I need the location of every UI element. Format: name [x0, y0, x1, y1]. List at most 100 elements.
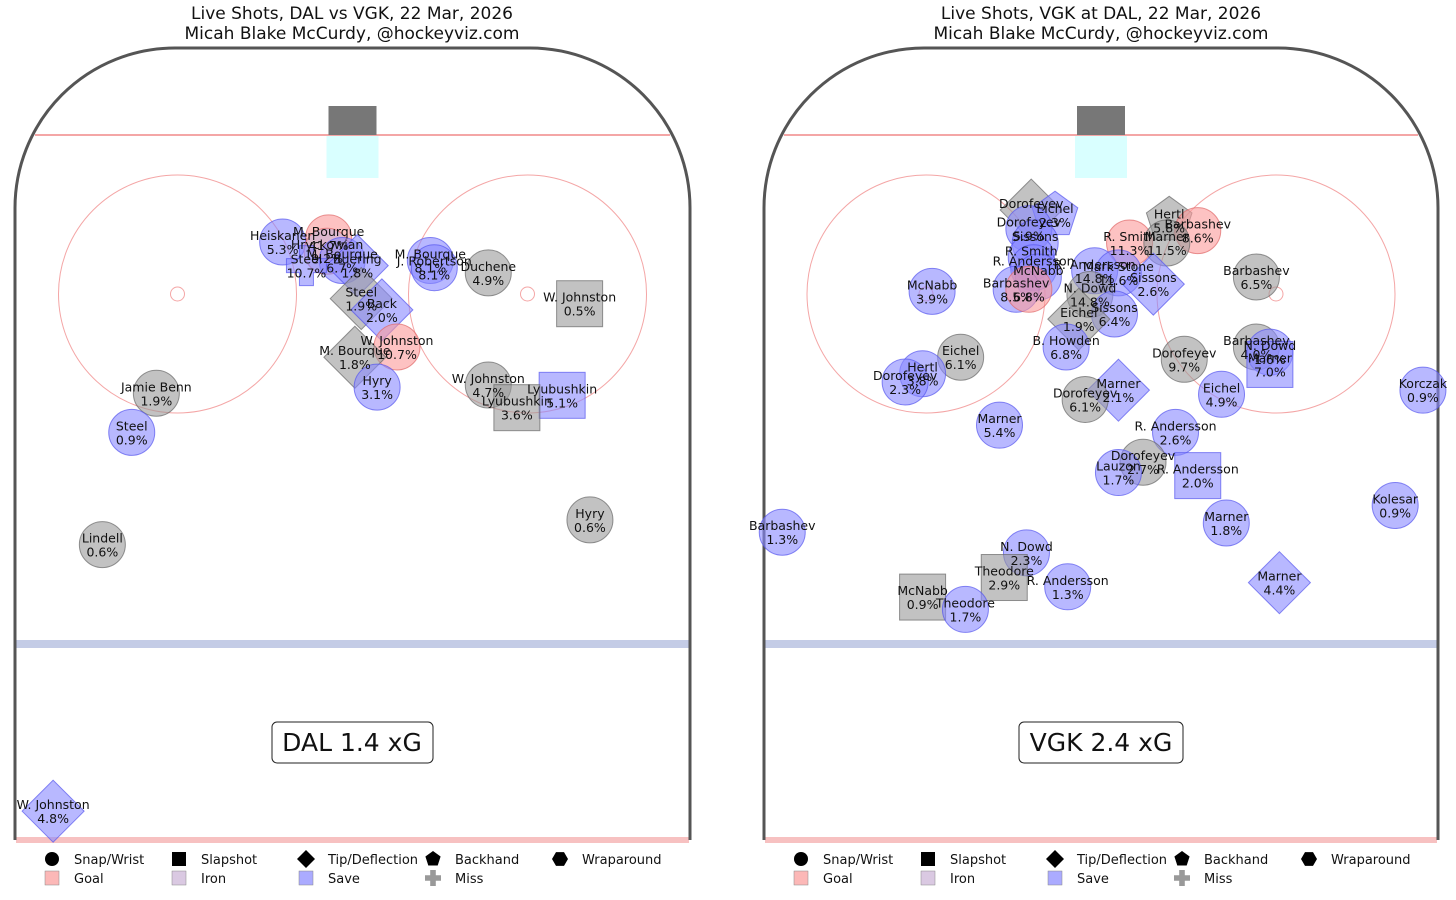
right-chart-subtitle: Micah Blake McCurdy, @hockeyviz.com: [934, 24, 1269, 44]
legend-goal-icon: [44, 870, 60, 886]
shot-player-label: W. Johnston: [452, 371, 525, 386]
shot-xg-label: 14.8%: [1075, 271, 1115, 286]
shot-player-label: Sissons: [1012, 229, 1059, 244]
shot-player-label: R. Andersson: [993, 254, 1075, 269]
shot-player-label: J. Robertson: [396, 254, 472, 269]
shot-player-label: Dorofeyev: [873, 368, 938, 383]
shot-player-label: Barbashev: [749, 518, 816, 533]
shot-player-label: Heiskanen: [250, 228, 315, 243]
shot-player-label: Lauzon: [1096, 459, 1141, 474]
shot-xg-label: 10.7%: [287, 266, 327, 281]
shot-xg-label: 1.6%: [1254, 352, 1286, 367]
shot-xg-label: 0.6%: [86, 545, 118, 560]
shot-player-label: N. Dowd: [1064, 280, 1117, 295]
shot-xg-label: 3.1%: [361, 387, 393, 402]
shot-player-label: Marner: [1257, 569, 1302, 584]
goal-crease: [326, 136, 379, 178]
shot-player-label: Marner: [1204, 509, 1249, 524]
shot-xg-label: 2.7%: [1127, 462, 1159, 477]
shot-xg-label: 9.7%: [1168, 359, 1200, 374]
shot-marker: [908, 267, 956, 315]
shot-xg-label: 11.6%: [1099, 273, 1139, 288]
shot-player-label: Hyry: [362, 373, 392, 388]
shot-player-label: Eichel: [1036, 201, 1073, 216]
shot-xg-label: 6.1%: [1069, 399, 1101, 414]
shot-xg-label: 2.6%: [1137, 284, 1169, 299]
shot-player-label: R. Andersson: [1054, 257, 1136, 272]
left-legend: Snap/Wrist Slapshot Tip/Deflection Backhand…: [44, 850, 662, 887]
shot-marker: [976, 401, 1024, 449]
hexagon-icon: [552, 852, 568, 866]
shot-xg-label: 6.1%: [945, 357, 977, 372]
shot-player-label: B. Howden: [1032, 333, 1099, 348]
left-rink: [13, 46, 692, 843]
shot-xg-label: 2.6%: [1160, 432, 1192, 447]
shot-marker: [1042, 323, 1090, 371]
shot-xg-label: 8.1%: [418, 268, 450, 283]
shot-player-label: M. Bourque: [319, 343, 391, 358]
shot-xg-label: 0.5%: [564, 304, 596, 319]
legend-shot-type-label: Wraparound: [582, 853, 662, 868]
shot-xg-label: 2.0%: [366, 310, 398, 325]
left-chart-subtitle: Micah Blake McCurdy, @hockeyviz.com: [185, 24, 520, 44]
shot-player-label: Lyubushkin: [482, 394, 552, 409]
shot-xg-label: 4.9%: [472, 273, 504, 288]
shot-player-label: Back: [367, 296, 398, 311]
right-xg-badge: VGK 2.4 xG: [1030, 728, 1173, 757]
shot-player-label: McNabb: [1013, 263, 1064, 278]
shot-marker: [1399, 366, 1447, 414]
shot-xg-label: 7.0%: [1254, 364, 1286, 379]
shot-player-label: Theodore: [935, 595, 995, 610]
shot-xg-label: 4.4%: [1264, 583, 1296, 598]
shot-player-label: Theodore: [974, 564, 1034, 579]
legend-outcome-label: Iron: [201, 872, 226, 887]
shot-player-label: Hryckowian: [291, 237, 364, 252]
left-shot-markers: [21, 214, 614, 843]
shot-player-label: Steel: [116, 418, 148, 433]
shot-player-label: Eichel: [942, 343, 979, 358]
shot-player-label: Barbashev: [983, 275, 1050, 290]
left-panel: Live Shots, DAL vs VGK, 22 Mar, 2026 Mic…: [13, 4, 692, 887]
left-xg-badge: DAL 1.4 xG: [282, 728, 422, 757]
square-icon: [172, 852, 186, 866]
shot-player-label: M. Bourque: [395, 246, 467, 261]
shot-player-label: R. Andersson: [1135, 418, 1217, 433]
shot-player-label: W. Johnston: [360, 333, 433, 348]
shot-player-label: Lindell: [82, 531, 123, 546]
shot-player-label: Dorofeyev: [1152, 345, 1217, 360]
shot-marker: [285, 245, 327, 287]
shot-xg-label: 10.7%: [377, 347, 417, 362]
legend-outcome-label: Iron: [950, 872, 975, 887]
shot-marker: [493, 384, 541, 432]
legend-outcome-label: Miss: [455, 872, 484, 887]
shot-xg-label: 1.8%: [339, 357, 371, 372]
shot-xg-label: 2.3%: [1011, 553, 1043, 568]
legend-iron-icon: [920, 870, 936, 886]
shot-player-label: Kolesar: [1372, 491, 1419, 506]
shot-xg-label: 5.3%: [267, 242, 299, 257]
shot-player-label: M. Bourque: [306, 246, 378, 261]
shot-xg-label: 11.5%: [1147, 243, 1187, 258]
shot-player-label: N. Dowd: [1000, 539, 1053, 554]
shot-player-label: Korczak: [1399, 376, 1448, 391]
shot-marker: [108, 408, 156, 456]
shot-marker: [1371, 481, 1419, 529]
diamond-icon: [297, 850, 315, 868]
shot-marker: [1202, 499, 1250, 547]
legend-miss-icon: [1174, 870, 1190, 886]
shot-marker: [464, 249, 512, 297]
shot-marker: [980, 554, 1028, 602]
shot-marker: [556, 280, 604, 328]
shot-xg-label: 8.5%: [1000, 289, 1032, 304]
shot-player-label: Hertl: [1154, 206, 1185, 221]
legend-miss-icon: [425, 870, 441, 886]
shot-xg-label: 14.8%: [1070, 294, 1110, 309]
shot-xg-label: 41.7%: [309, 238, 349, 253]
shot-player-label: R. Smith: [1005, 243, 1058, 258]
legend-shot-type-label: Backhand: [1204, 853, 1268, 868]
shot-xg-label: 2.3%: [889, 382, 921, 397]
faceoff-dot: [520, 286, 535, 302]
left-shot-labels: M. Bourque41.7%Heiskanen5.3%Hryckowian9.…: [17, 224, 617, 826]
goal-crease: [1075, 136, 1127, 178]
shot-marker: [1005, 265, 1053, 313]
